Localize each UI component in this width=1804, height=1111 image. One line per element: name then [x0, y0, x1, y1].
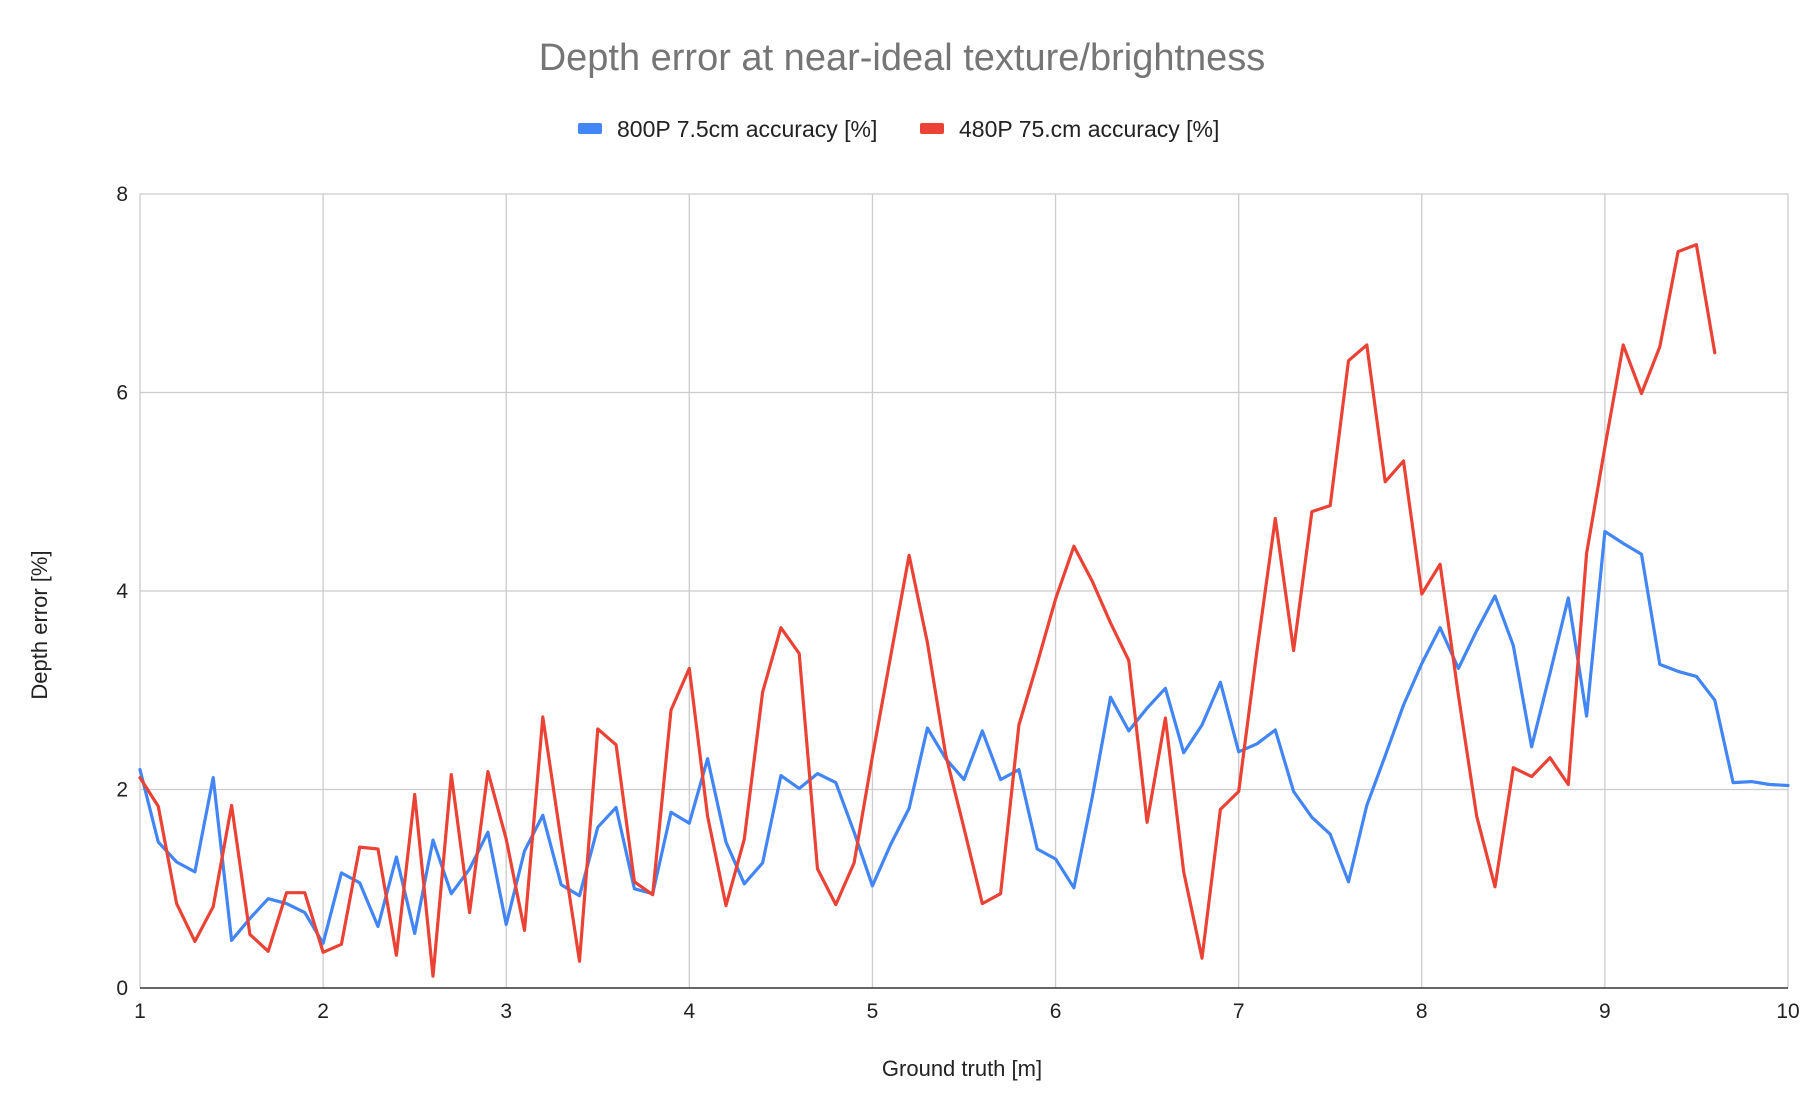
x-tick-label: 1 [134, 1000, 146, 1023]
series-line-800p [138, 529, 1790, 945]
x-axis-label: Ground truth [m] [882, 1056, 1042, 1081]
y-tick-label: 2 [116, 779, 128, 802]
legend-swatch-800p [578, 123, 602, 134]
x-tick-label: 7 [1233, 1000, 1245, 1023]
x-tick-label: 6 [1050, 1000, 1062, 1023]
chart-title: Depth error at near-ideal texture/bright… [539, 37, 1266, 79]
x-tick-label: 2 [317, 1000, 329, 1023]
legend-entry-480p[interactable]: 480P 75.cm accuracy [%] [920, 116, 1219, 142]
x-tick-label: 4 [683, 1000, 695, 1023]
legend: 800P 7.5cm accuracy [%] 480P 75.cm accur… [578, 116, 1219, 142]
legend-label-480p: 480P 75.cm accuracy [%] [959, 116, 1219, 142]
series-line-480p [138, 243, 1717, 978]
legend-label-800p: 800P 7.5cm accuracy [%] [617, 116, 877, 142]
legend-swatch-480p [920, 123, 944, 134]
y-tick-label: 6 [116, 382, 128, 405]
x-tick-label: 3 [500, 1000, 512, 1023]
y-axis-label: Depth error [%] [27, 550, 52, 699]
x-tick-label: 10 [1776, 1000, 1799, 1023]
series-lines [138, 243, 1790, 978]
x-tick-label: 9 [1599, 1000, 1611, 1023]
legend-entry-800p[interactable]: 800P 7.5cm accuracy [%] [578, 116, 877, 142]
y-axis-ticks: 0 2 4 6 8 [116, 183, 128, 1000]
x-axis-ticks: 1 2 3 4 5 6 7 8 9 10 [134, 1000, 1800, 1023]
x-tick-label: 8 [1416, 1000, 1428, 1023]
y-tick-label: 0 [116, 977, 128, 1000]
y-tick-label: 4 [116, 580, 128, 603]
x-tick-label: 5 [867, 1000, 879, 1023]
y-tick-label: 8 [116, 183, 128, 206]
gridlines [139, 193, 1789, 989]
